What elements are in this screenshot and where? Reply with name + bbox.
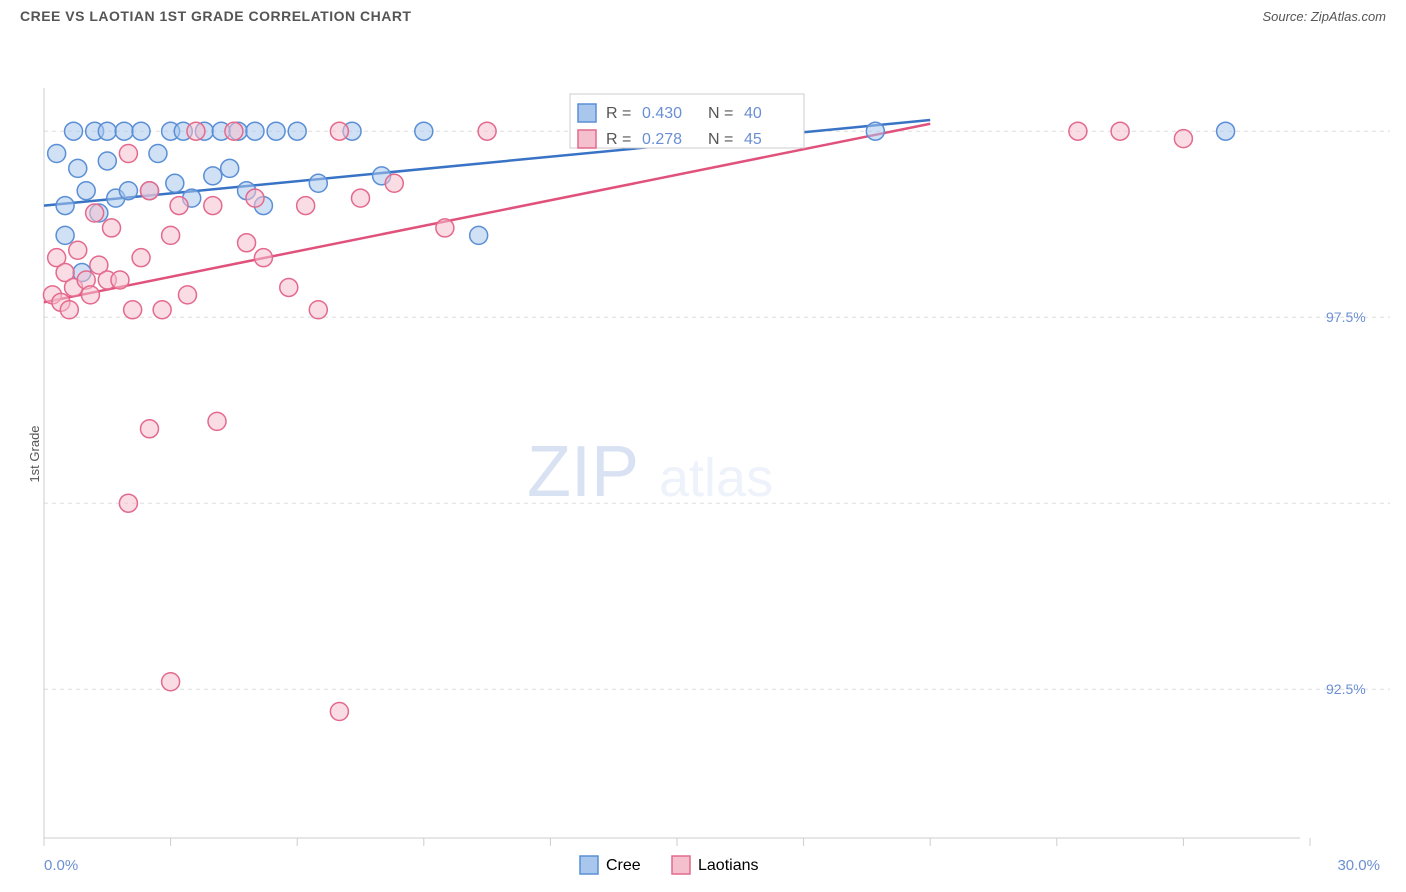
data-point [60,301,78,319]
legend-r-label: R = [606,131,631,148]
data-point [309,174,327,192]
data-point [124,301,142,319]
data-point [149,145,167,163]
watermark: atlas [659,448,773,508]
scatter-chart-svg: 92.5% 97.5% 0.0% 30.0% ZIP atlas R = 0.430 N = 40… [0,28,1406,880]
data-point [77,182,95,200]
data-point [119,494,137,512]
data-point [267,122,285,140]
data-point [141,182,159,200]
legend-r-label: R = [606,105,631,122]
data-point [352,189,370,207]
y-tick-label: 92.5% [1326,681,1366,697]
legend-swatch [578,104,596,122]
legend-n-label: N = [708,131,733,148]
data-point [225,122,243,140]
data-point [330,122,348,140]
data-point [1069,122,1087,140]
legend-r-value: 0.278 [642,131,682,148]
data-point [208,412,226,430]
x-tick-label: 30.0% [1337,857,1380,874]
data-point [119,145,137,163]
data-point [170,197,188,215]
data-point [103,219,121,237]
data-point [187,122,205,140]
data-point [297,197,315,215]
chart-header: CREE VS LAOTIAN 1ST GRADE CORRELATION CH… [0,0,1406,28]
data-point [178,286,196,304]
legend-label: Laotians [698,857,759,874]
legend-n-value: 45 [744,131,762,148]
legend-r-value: 0.430 [642,105,682,122]
data-point [309,301,327,319]
data-point [280,278,298,296]
chart-source: Source: ZipAtlas.com [1262,9,1386,24]
legend-n-value: 40 [744,105,762,122]
data-point [65,122,83,140]
data-point [98,152,116,170]
y-tick-label: 97.5% [1326,309,1366,325]
data-point [132,122,150,140]
data-point [204,167,222,185]
data-point [48,145,66,163]
data-point [162,673,180,691]
data-point [153,301,171,319]
legend-n-label: N = [708,105,733,122]
data-point [98,122,116,140]
data-point [1111,122,1129,140]
data-point [238,234,256,252]
data-point [86,204,104,222]
chart-title: CREE VS LAOTIAN 1ST GRADE CORRELATION CH… [20,8,411,24]
data-point [56,226,74,244]
legend-swatch [672,856,690,874]
chart-area: 1st Grade 92.5% 97.5% 0.0% 30.0% ZIP atlas R =… [0,28,1406,880]
data-point [866,122,884,140]
data-point [1174,130,1192,148]
x-tick-label: 0.0% [44,857,78,874]
data-point [69,159,87,177]
data-point [81,286,99,304]
data-point [56,197,74,215]
legend-swatch [578,130,596,148]
data-point [288,122,306,140]
data-point [166,174,184,192]
data-point [385,174,403,192]
data-point [141,420,159,438]
data-point [478,122,496,140]
data-point [111,271,129,289]
data-point [119,182,137,200]
data-point [69,241,87,259]
data-point [115,122,133,140]
data-point [1217,122,1235,140]
data-point [246,122,264,140]
data-point [246,189,264,207]
legend-swatch [580,856,598,874]
data-point [470,226,488,244]
data-point [436,219,454,237]
y-axis-label: 1st Grade [27,425,42,482]
legend-label: Cree [606,857,641,874]
data-point [204,197,222,215]
watermark: ZIP [527,432,639,512]
data-point [330,703,348,721]
data-point [132,249,150,267]
data-point [415,122,433,140]
data-point [254,249,272,267]
data-point [162,226,180,244]
data-point [221,159,239,177]
